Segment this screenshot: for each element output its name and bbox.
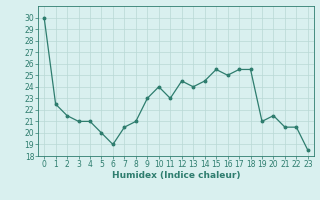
X-axis label: Humidex (Indice chaleur): Humidex (Indice chaleur) (112, 171, 240, 180)
